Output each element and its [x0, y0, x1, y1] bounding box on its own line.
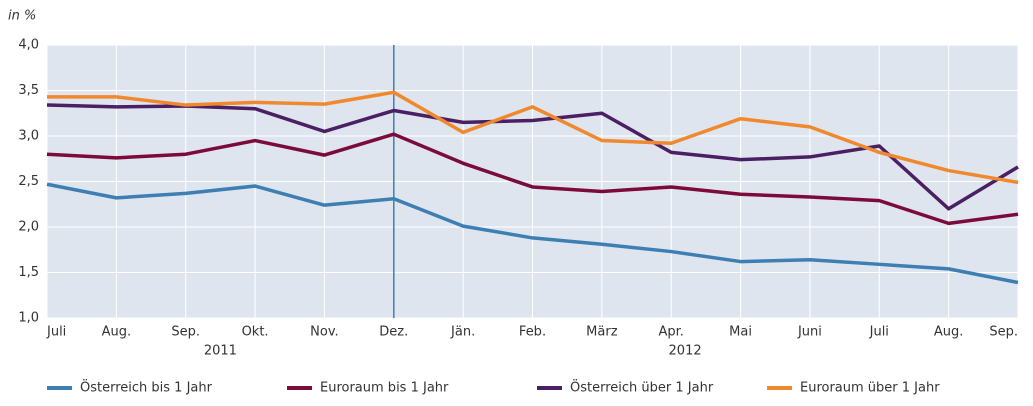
y-tick-label: 3,5 [18, 83, 39, 98]
legend-label: Euroraum über 1 Jahr [800, 381, 940, 396]
series-line [46, 132, 1019, 226]
legend-label: Euroraum bis 1 Jahr [320, 381, 449, 396]
x-tick-label: Aug. [934, 325, 964, 340]
x-tick-label: Aug. [102, 325, 132, 340]
x-group-label: 2011 [204, 344, 237, 359]
x-tick-label: Okt. [242, 325, 269, 340]
x-tick-label: Apr. [658, 325, 683, 340]
y-tick-label: 2,0 [18, 220, 39, 235]
legend-label: Österreich bis 1 Jahr [80, 379, 213, 396]
series-line [47, 90, 1019, 185]
x-tick-label: Jän. [450, 325, 475, 340]
legend-label: Österreich über 1 Jahr [570, 379, 714, 396]
x-tick-label: Juli [46, 325, 66, 340]
y-tick-label: 4,0 [18, 38, 39, 53]
y-tick-label: 3,0 [18, 129, 39, 144]
x-tick-label: Sep. [989, 325, 1018, 340]
x-tick-label: Juni [797, 325, 822, 340]
x-tick-label: Nov. [310, 325, 339, 340]
x-group-label: 2012 [669, 344, 702, 359]
y-axis-label: in % [8, 9, 36, 24]
series-line [46, 103, 1019, 211]
x-tick-label: Dez. [379, 325, 408, 340]
x-tick-label: März [586, 325, 618, 340]
y-tick-label: 1,0 [18, 311, 39, 326]
x-tick-label: Sep. [171, 325, 200, 340]
y-tick-label: 1,5 [18, 265, 39, 280]
x-tick-label: Juli [869, 325, 889, 340]
x-tick-label: Mai [729, 325, 752, 340]
series-line [46, 182, 1019, 285]
x-tick-label: Feb. [519, 325, 546, 340]
y-tick-label: 2,5 [18, 174, 39, 189]
